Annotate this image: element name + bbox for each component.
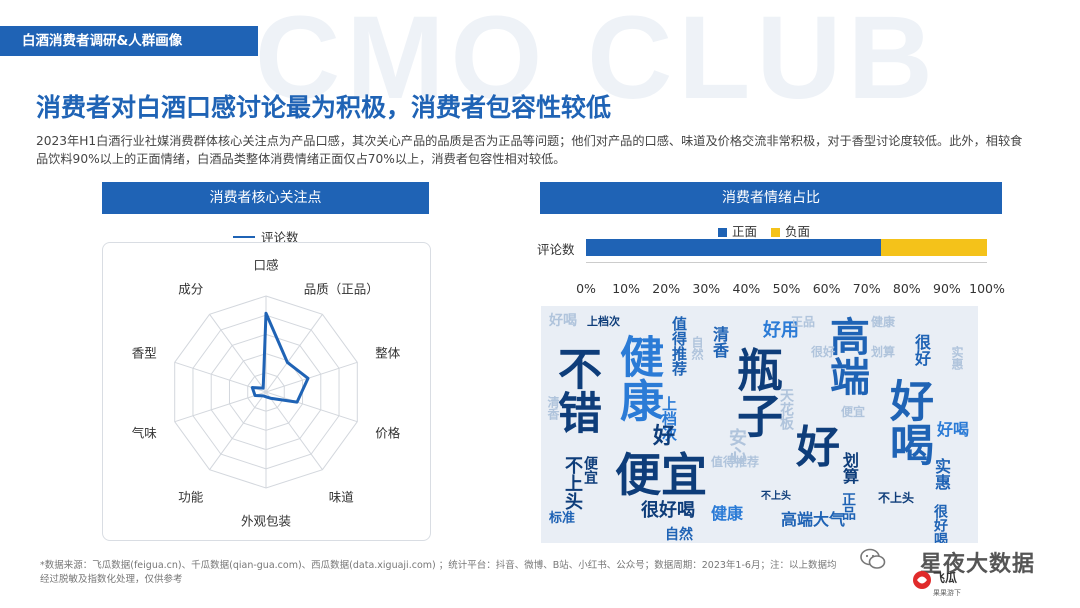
- word-cloud-word: 高端: [823, 316, 869, 396]
- legend-item-positive: 正面: [718, 221, 757, 240]
- word-cloud-word: 不上头: [562, 456, 583, 510]
- radar-axis-label: 外观包装: [240, 513, 292, 529]
- word-cloud-word: 实惠: [932, 458, 951, 490]
- feigua-logo-text: 飞瓜: [933, 571, 958, 585]
- word-cloud-word: 清香: [546, 396, 560, 420]
- feigua-logo-icon: [913, 571, 931, 589]
- word-cloud-word: 瓶子: [730, 346, 784, 438]
- word-cloud-word: 值得推荐: [711, 455, 760, 469]
- radar-axis-label: 功能: [178, 489, 204, 505]
- x-tick-label: 10%: [612, 281, 640, 296]
- word-cloud-word: 很好: [912, 334, 931, 366]
- section-tab: 白酒消费者调研&人群画像: [0, 26, 258, 56]
- word-cloud-word: 正品: [840, 492, 856, 520]
- word-cloud-word: 天花板: [778, 388, 794, 430]
- page-title: 消费者对白酒口感讨论最为积极，消费者包容性较低: [36, 93, 612, 122]
- radar-panel: [102, 242, 431, 541]
- sentiment-panel-header: 消费者情绪占比: [540, 182, 1002, 214]
- word-cloud-word: 好用: [763, 320, 799, 341]
- radar-axis-label: 成分: [178, 281, 204, 297]
- legend-item-negative: 负面: [771, 221, 810, 240]
- x-tick-label: 80%: [892, 281, 921, 296]
- x-tick-label: 100%: [969, 281, 1005, 296]
- word-cloud-word: 好喝: [549, 313, 577, 329]
- positive-label: 正面: [732, 224, 758, 239]
- legend-label: 评论数: [261, 230, 299, 245]
- word-cloud-word: 健康: [612, 334, 663, 422]
- wechat-account-name: 星夜大数据: [920, 552, 1036, 577]
- word-cloud-word: 标准: [549, 511, 576, 526]
- footer-line-2: 经过脱敏及指数化处理，仅供参考: [40, 574, 183, 585]
- x-tick-label: 70%: [852, 281, 881, 296]
- legend-line-swatch: [233, 235, 255, 238]
- x-axis-line: [586, 262, 987, 263]
- word-cloud-word: 自然: [690, 336, 704, 360]
- radar-axis-label: 香型: [131, 345, 157, 361]
- footer-source: *数据来源：飞瓜数据(feigua.cn)、千瓜数据(qian-gua.com)…: [40, 559, 880, 587]
- negative-swatch: [771, 228, 781, 237]
- wechat-account: [860, 548, 886, 570]
- bar-segment-negative: [880, 239, 987, 256]
- radar-axis-label: 整体: [375, 345, 401, 361]
- negative-label: 负面: [785, 224, 811, 239]
- word-cloud-word: 安心: [726, 428, 747, 464]
- word-cloud-word: 便宜: [841, 405, 866, 419]
- word-cloud-word: 值得推荐: [670, 316, 688, 376]
- radar-legend: 评论数: [233, 227, 299, 246]
- word-cloud-word: 好喝: [882, 378, 933, 466]
- word-cloud-word: 实惠: [950, 346, 964, 370]
- feigua-logo: 飞瓜 果果游下: [912, 566, 962, 606]
- radar-axis-label: 价格: [375, 425, 401, 441]
- radar-axis-label: 味道: [328, 489, 354, 505]
- word-cloud-word: 健康: [711, 504, 744, 523]
- radar-axis-label: 口感: [253, 257, 279, 273]
- x-tick-label: 30%: [692, 281, 721, 296]
- word-cloud-word: 划算: [840, 452, 859, 484]
- x-tick-label: 20%: [652, 281, 681, 296]
- word-cloud-word: 便宜: [615, 448, 707, 502]
- sentiment-legend: 正面 负面: [718, 221, 810, 240]
- positive-swatch: [718, 228, 727, 237]
- word-cloud-word: 好: [653, 424, 676, 449]
- word-cloud-word: 健康: [871, 315, 896, 329]
- radar-axis-label: 品质（正品）: [303, 281, 379, 297]
- x-tick-label: 40%: [732, 281, 761, 296]
- intro-paragraph: 2023年H1白酒行业社媒消费群体核心关注点为产品口感，其次关心产品的品质是否为…: [36, 134, 1023, 166]
- word-cloud-word: 不上头: [878, 491, 915, 505]
- word-cloud-word: 不上头: [761, 491, 791, 502]
- word-cloud-word: 划算: [871, 345, 896, 359]
- word-cloud-word: 好喝: [937, 420, 970, 439]
- word-cloud-word: 便宜: [582, 456, 598, 484]
- word-cloud-word: 上档次: [660, 396, 678, 441]
- radar-axis-label: 气味: [131, 425, 157, 441]
- word-cloud-word: 正品: [791, 315, 816, 329]
- word-cloud-word: 好: [796, 422, 840, 473]
- x-tick-label: 0%: [576, 281, 596, 296]
- x-tick-label: 90%: [932, 281, 961, 296]
- word-cloud-word: 清香: [710, 326, 729, 358]
- x-tick-label: 60%: [812, 281, 841, 296]
- background-watermark: CMO CLUB: [255, 0, 939, 124]
- stacked-bar: [586, 239, 987, 256]
- word-cloud-word: 很好喝: [932, 504, 948, 543]
- wechat-icon: [860, 548, 886, 569]
- radar-panel-header: 消费者核心关注点: [102, 182, 429, 214]
- word-cloud-word: 很好喝: [641, 500, 695, 521]
- x-tick-label: 50%: [772, 281, 801, 296]
- footer-line-1: *数据来源：飞瓜数据(feigua.cn)、千瓜数据(qian-gua.com)…: [40, 560, 837, 571]
- bar-category-label: 评论数: [537, 242, 575, 257]
- feigua-logo-subtext: 果果游下: [933, 589, 961, 597]
- word-cloud: 不错 健康 瓶子 高端 好喝 便宜好值得推荐 好用 清香 很好喝 高端大气 很好 不上头 健康 实惠 便宜标…: [541, 306, 978, 543]
- word-cloud-word: 不错: [550, 346, 601, 434]
- word-cloud-word: 上档次: [587, 315, 620, 328]
- word-cloud-word: 高端大气: [781, 510, 846, 529]
- bar-segment-positive: [586, 239, 881, 256]
- word-cloud-word: 自然: [665, 527, 693, 543]
- word-cloud-word: 很好: [811, 345, 836, 359]
